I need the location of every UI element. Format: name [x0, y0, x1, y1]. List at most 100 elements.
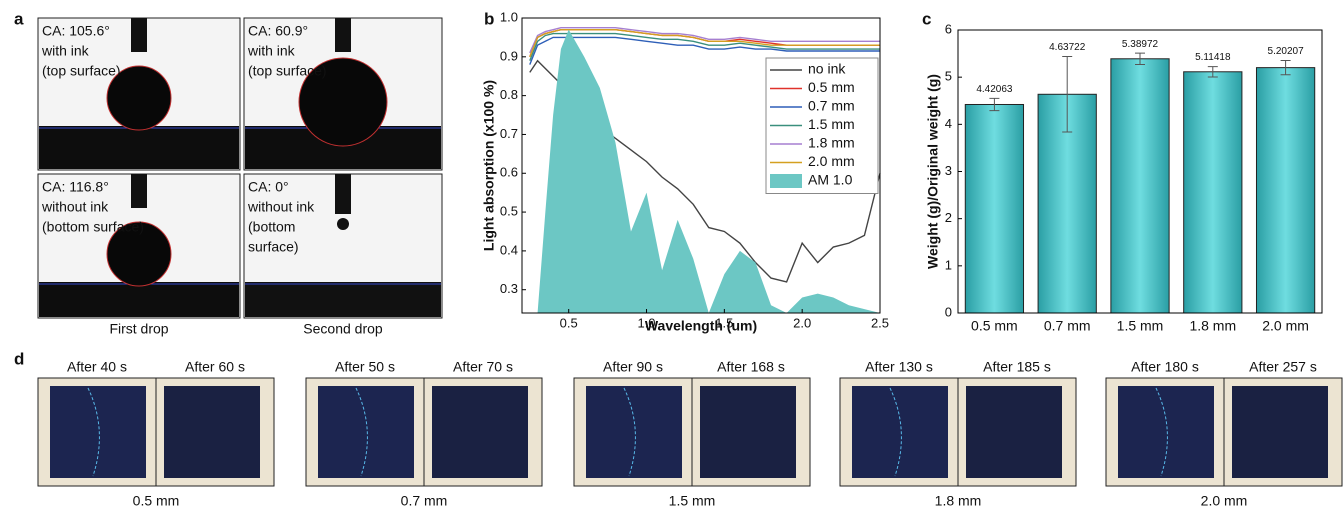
x-tick-label: 1.5 — [715, 315, 733, 330]
panel-letter: d — [14, 349, 24, 368]
x-tick-label: 1.0 — [637, 315, 655, 330]
sample — [586, 386, 682, 478]
ca-label: CA: 116.8° — [42, 179, 109, 195]
time-label: After 90 s — [603, 359, 663, 375]
legend-swatch — [770, 174, 802, 188]
sample — [1232, 386, 1328, 478]
ca-label: (top surface) — [42, 63, 121, 79]
sample — [1118, 386, 1214, 478]
ca-label: with ink — [247, 43, 296, 59]
thickness-label: 0.7 mm — [401, 493, 448, 509]
y-tick-label: 0.3 — [500, 281, 518, 296]
y-axis-label: Light absorption (x100 %) — [481, 80, 497, 251]
legend-label: 2.0 mm — [808, 153, 855, 169]
ca-label: (top surface) — [248, 63, 327, 79]
time-label: After 50 s — [335, 359, 395, 375]
ca-label: without ink — [41, 199, 109, 215]
substrate — [39, 282, 239, 317]
time-label: After 40 s — [67, 359, 127, 375]
ca-label: CA: 60.9° — [248, 23, 308, 39]
x-tick-label: 0.7 mm — [1044, 318, 1091, 334]
wet-boundary — [87, 387, 100, 477]
substrate — [39, 126, 239, 169]
thickness-label: 2.0 mm — [1201, 493, 1248, 509]
time-label: After 168 s — [717, 359, 785, 375]
y-tick-label: 2 — [945, 210, 952, 225]
droplet — [106, 65, 172, 131]
value-label: 5.38972 — [1122, 39, 1159, 50]
y-tick-label: 3 — [945, 163, 952, 178]
value-label: 4.63722 — [1049, 42, 1086, 53]
y-axis-label: Weight (g)/Original weight (g) — [925, 74, 941, 269]
legend-label: 0.7 mm — [808, 98, 855, 114]
x-tick-label: 2.5 — [871, 315, 889, 330]
value-label: 5.20207 — [1268, 46, 1305, 57]
value-label: 4.42063 — [976, 84, 1013, 95]
ca-label: (bottom — [248, 219, 295, 235]
wet-boundary — [355, 387, 368, 477]
bar — [964, 103, 1025, 314]
x-tick-label: 1.5 mm — [1117, 318, 1164, 334]
plot-frame — [957, 29, 1323, 314]
legend-label: 1.8 mm — [808, 135, 855, 151]
needle — [131, 174, 147, 208]
line — [529, 32, 880, 61]
panel-letter: b — [484, 9, 494, 28]
time-label: After 130 s — [865, 359, 933, 375]
time-label: After 180 s — [1131, 359, 1199, 375]
y-tick-label: 5 — [945, 69, 952, 84]
area — [529, 29, 880, 313]
needle — [335, 18, 351, 52]
error-bar — [1280, 60, 1291, 76]
y-tick-label: 1.0 — [500, 9, 518, 24]
sample — [852, 386, 948, 478]
legend-label: 1.5 mm — [808, 116, 855, 132]
error-bar — [989, 97, 1000, 112]
y-tick-label: 0.4 — [500, 242, 518, 257]
panel-letter: c — [922, 9, 931, 28]
plot-frame — [521, 17, 881, 314]
x-tick-label: 1.8 mm — [1189, 318, 1236, 334]
sample — [432, 386, 528, 478]
ca-label: with ink — [41, 43, 90, 59]
y-tick-label: 0.7 — [500, 126, 518, 141]
needle — [131, 18, 147, 52]
wet-boundary — [889, 387, 902, 477]
ca-label: surface) — [248, 239, 299, 255]
value-label: 5.11418 — [1195, 52, 1231, 63]
line — [529, 36, 880, 65]
time-label: After 70 s — [453, 359, 513, 375]
caption: First drop — [109, 321, 168, 337]
substrate — [245, 282, 441, 317]
legend-label: AM 1.0 — [808, 172, 853, 188]
wet-boundary — [623, 387, 636, 477]
y-tick-label: 0.8 — [500, 87, 518, 102]
sample — [50, 386, 146, 478]
error-bar — [1135, 52, 1145, 65]
thickness-label: 0.5 mm — [133, 493, 180, 509]
caption: Second drop — [303, 321, 383, 337]
time-label: After 60 s — [185, 359, 245, 375]
bar — [1183, 71, 1243, 314]
thickness-label: 1.5 mm — [669, 493, 716, 509]
x-tick-label: 2.0 mm — [1262, 318, 1309, 334]
y-tick-label: 6 — [945, 21, 952, 36]
y-tick-label: 4 — [945, 116, 952, 131]
ca-label: without ink — [247, 199, 315, 215]
y-tick-label: 0.5 — [500, 204, 518, 219]
line — [529, 27, 880, 54]
panel-letter: a — [14, 9, 24, 28]
legend-label: 0.5 mm — [808, 79, 855, 95]
sample — [966, 386, 1062, 478]
droplet — [298, 57, 388, 147]
droplet — [106, 221, 172, 287]
error-bar — [1062, 56, 1073, 133]
ca-label: (bottom surface) — [42, 219, 144, 235]
needle — [335, 174, 351, 214]
ca-label: CA: 0° — [248, 179, 289, 195]
sample — [164, 386, 260, 478]
y-tick-label: 0.6 — [500, 165, 518, 180]
y-tick-label: 0.9 — [500, 48, 518, 63]
